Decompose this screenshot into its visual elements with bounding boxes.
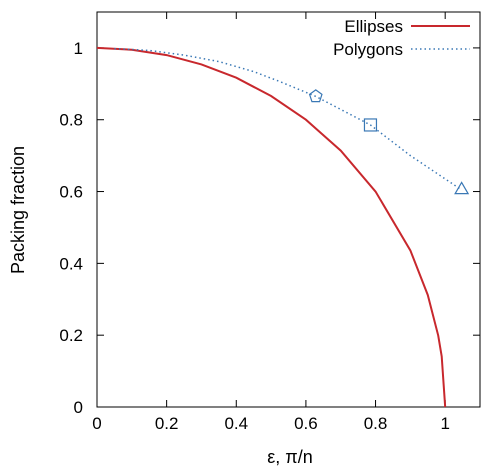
marker-square — [363, 118, 378, 132]
x-tick-label: 0.4 — [224, 414, 248, 433]
y-tick-label: 0.2 — [59, 326, 83, 345]
x-tick-label: 0 — [92, 414, 101, 433]
series-line-ellipses — [96, 46, 447, 408]
legend-label-ellipses: Ellipses — [344, 17, 403, 36]
y-tick-label: 0 — [74, 398, 83, 417]
y-tick-label: 0.4 — [59, 254, 83, 273]
marker-pentagon — [308, 89, 323, 103]
series-layer — [96, 46, 470, 408]
legend: Ellipses Polygons — [333, 17, 470, 59]
x-tick-label: 0.2 — [155, 414, 179, 433]
x-tick-label: 0.8 — [364, 414, 388, 433]
plot-frame — [96, 11, 481, 408]
y-tick-label: 1 — [74, 39, 83, 58]
y-axis-label: Packing fraction — [8, 146, 28, 274]
x-axis-label: ε, π/n — [267, 447, 312, 467]
axis-ticks: 0 0.2 0.4 0.6 0.8 1 0 0.2 0.4 0.6 0.8 1 — [59, 12, 480, 433]
y-tick-label: 0.6 — [59, 183, 83, 202]
x-tick-label: 0.6 — [294, 414, 318, 433]
marker-triangle — [454, 181, 470, 195]
legend-label-polygons: Polygons — [333, 40, 403, 59]
y-tick-label: 0.8 — [59, 111, 83, 130]
x-tick-label: 1 — [440, 414, 449, 433]
series-line-polygons — [114, 47, 463, 191]
